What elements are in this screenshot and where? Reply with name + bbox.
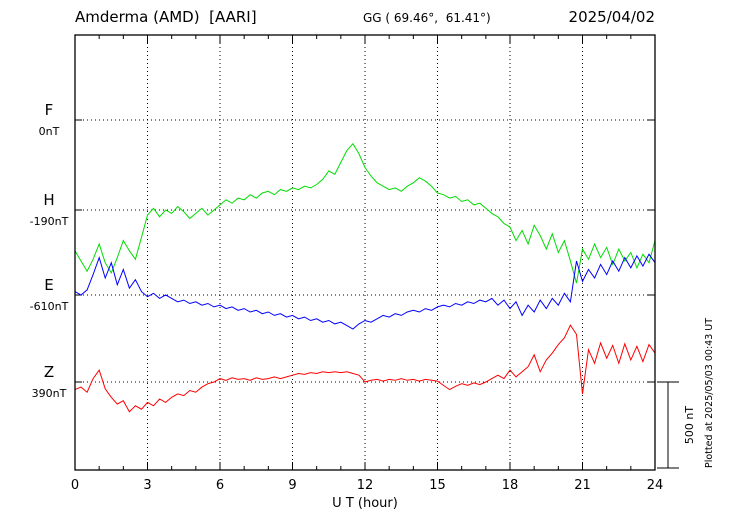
x-tick-label: 18 (502, 478, 519, 493)
series-baseline-label-H: -190nT (30, 215, 69, 228)
series-letter-H: H (43, 191, 54, 209)
plot-date: 2025/04/02 (568, 8, 655, 26)
plotted-at-note: Plotted at 2025/05/03 00:43 UT (704, 318, 715, 468)
station-title: Amderma (AMD) [AARI] (75, 8, 257, 26)
x-tick-label: 15 (429, 478, 446, 493)
x-tick-label: 21 (574, 478, 591, 493)
trace-E (74, 253, 656, 330)
trace-Z (74, 324, 656, 413)
series-baseline-label-F: 0nT (39, 125, 60, 138)
x-tick-label: 24 (647, 478, 664, 493)
x-tick-label: 9 (288, 478, 296, 493)
series-letter-E: E (44, 276, 53, 294)
x-tick-label: 12 (357, 478, 374, 493)
scalebar-label: 500 nT (683, 406, 696, 444)
x-tick-label: 6 (216, 478, 224, 493)
geo-coords: GG ( 69.46°, 61.41°) (363, 11, 491, 25)
x-axis-label: U T (hour) (332, 496, 398, 511)
x-tick-label: 0 (71, 478, 79, 493)
series-baseline-label-Z: 390nT (32, 387, 67, 400)
series-letter-F: F (45, 101, 54, 119)
x-tick-label: 3 (143, 478, 151, 493)
series-baseline-label-E: -610nT (30, 300, 69, 313)
trace-H (74, 142, 656, 284)
series-letter-Z: Z (44, 363, 54, 381)
